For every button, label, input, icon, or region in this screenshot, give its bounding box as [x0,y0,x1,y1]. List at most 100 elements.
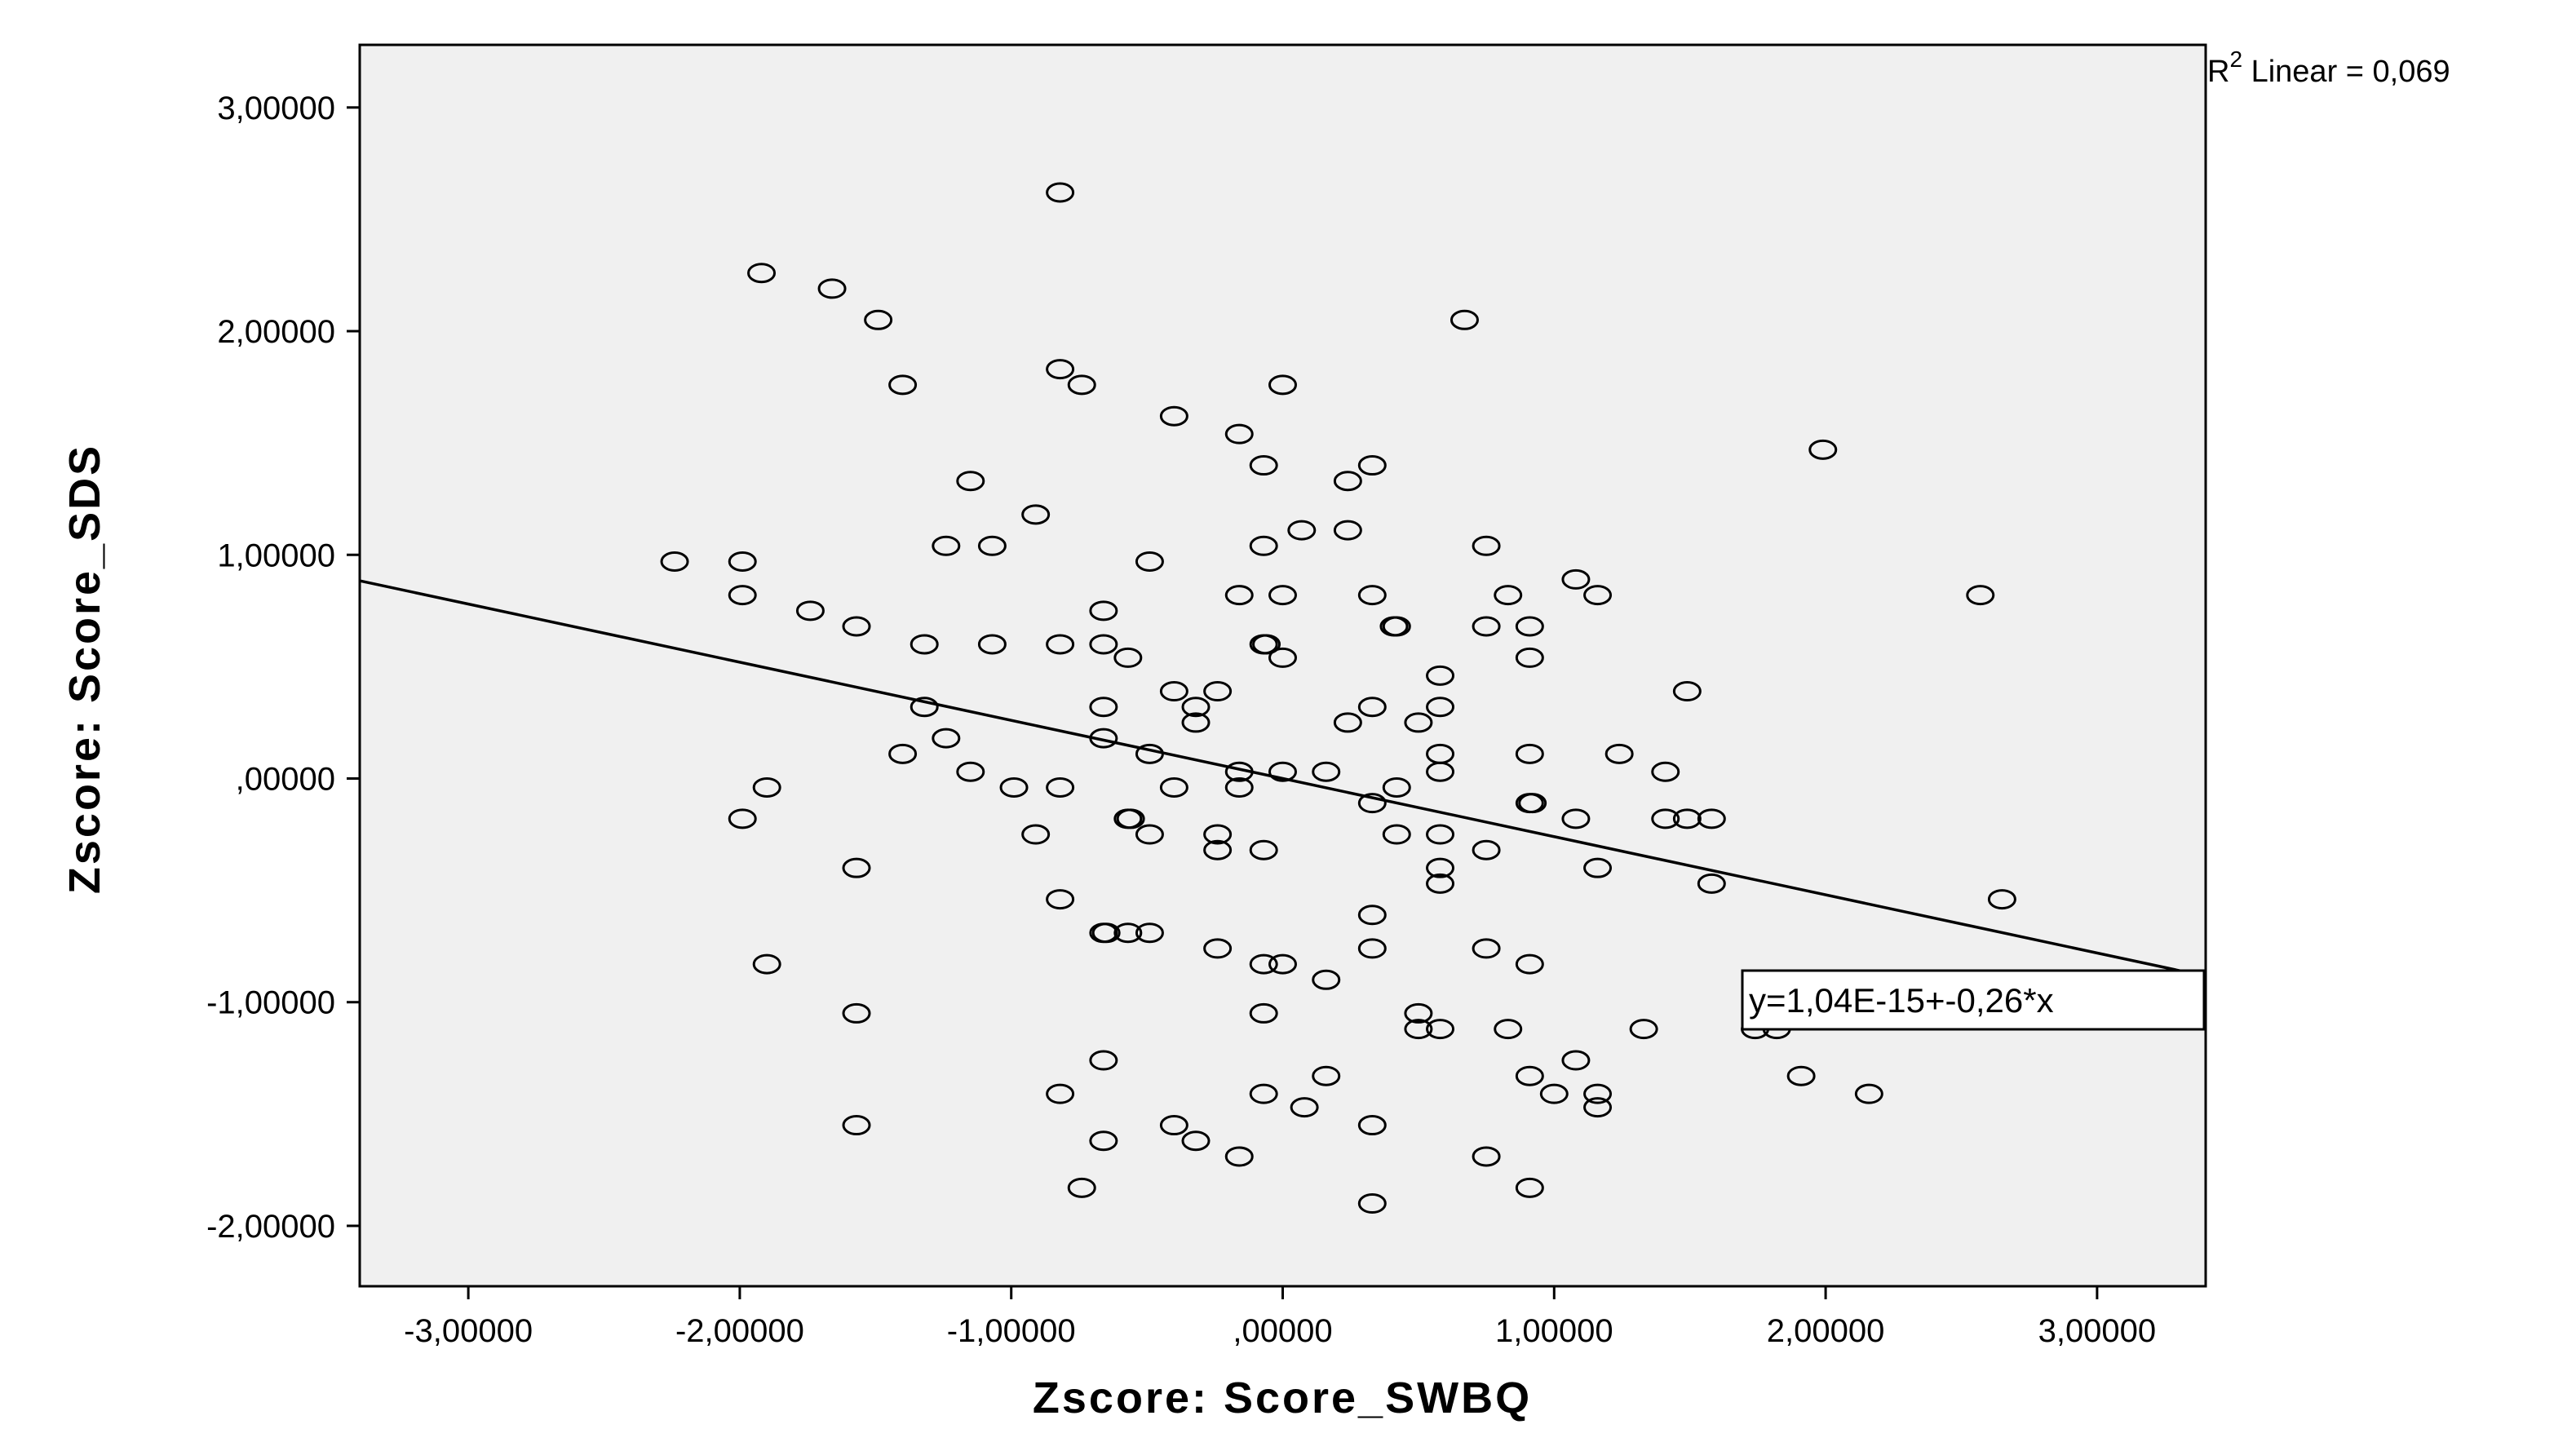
data-point [1518,793,1547,814]
data-point [1290,1097,1319,1118]
data-point [1089,600,1118,622]
y-tick-label: -2,00000 [206,1209,335,1245]
data-point [1046,634,1075,655]
data-point [1203,938,1233,959]
data-point [1404,1002,1433,1024]
data-point [1203,681,1233,702]
data-point [1249,455,1278,476]
data-point [1854,1083,1883,1104]
data-point [1357,697,1387,718]
data-point [1786,1065,1816,1086]
data-point [1089,634,1118,655]
data-point [932,728,961,749]
data-point [1046,182,1075,203]
data-point [1539,1083,1569,1104]
y-tick-label: 1,00000 [217,537,335,573]
data-point [842,616,871,637]
data-point [1583,857,1613,878]
data-point [1651,808,1680,829]
data-point [1224,776,1254,798]
data-point [1203,824,1233,845]
data-point [932,535,961,556]
data-point [1515,1065,1544,1086]
equation-box [1741,969,2206,1031]
data-point [1651,761,1680,782]
data-point [1357,938,1387,959]
data-point [1181,1130,1211,1152]
x-tick-label: -2,00000 [675,1313,804,1349]
data-point [1312,1065,1341,1086]
data-point [910,697,939,718]
data-point [1357,905,1387,926]
data-point [910,634,939,655]
data-point [1268,647,1297,668]
data-point [752,776,781,798]
data-point [1987,889,2016,910]
data-point [1472,839,1501,860]
data-point [1426,873,1455,894]
data-point [1382,824,1411,845]
data-point [1135,551,1164,572]
data-point [1249,953,1278,975]
data-point [1159,681,1188,702]
data-point [1159,1115,1188,1136]
fit-line-group [359,579,2206,978]
data-point [1224,423,1254,445]
data-point [888,743,918,764]
data-point [1697,873,1726,894]
r2-prefix: R [2207,55,2229,89]
data-point [1312,761,1341,782]
data-point [1333,712,1362,733]
data-point [1382,776,1411,798]
data-point [1808,439,1838,460]
data-point [1287,520,1317,541]
data-point [1268,374,1297,396]
data-point [1382,616,1411,637]
data-point [1333,471,1362,492]
data-point [752,953,781,975]
data-point [1515,616,1544,637]
data-point [1091,922,1121,944]
data-point [1357,1115,1387,1136]
data-point [1268,585,1297,606]
data-point [1249,535,1278,556]
data-point [1426,1019,1455,1040]
data-point [1515,953,1544,975]
data-point [728,551,757,572]
data-point [977,634,1007,655]
axes: -3,00000 -2,00000 -1,00000 ,00000 1,00000 2,0… [206,91,2156,1349]
data-point [1472,938,1501,959]
data-point [1404,712,1433,733]
data-point [660,551,689,572]
data-point [1159,405,1188,427]
data-point [1672,808,1702,829]
data-point [1426,761,1455,782]
x-tick-label: 3,00000 [2038,1313,2157,1349]
data-point [1472,616,1501,637]
data-point [1515,647,1544,668]
data-point [1450,309,1479,330]
data-point [1472,535,1501,556]
data-point [1672,681,1702,702]
data-point [1333,520,1362,541]
data-point [1089,697,1118,718]
data-point [1249,1083,1278,1104]
data-point [1067,1177,1096,1198]
data-point [1021,824,1051,845]
r2-text: Linear = 0,069 [2242,55,2450,89]
y-tick-label: ,00000 [236,761,335,797]
data-point [728,585,757,606]
data-point [1159,776,1188,798]
x-tick-label: ,00000 [1233,1313,1332,1349]
data-point [842,1002,871,1024]
data-point [1249,1002,1278,1024]
data-point [1494,585,1523,606]
data-point [1021,504,1051,525]
data-point [956,761,985,782]
data-point [1181,697,1211,718]
data-point [1224,585,1254,606]
data-point [1046,889,1075,910]
data-point [1224,1146,1254,1167]
data-point [1089,1130,1118,1152]
